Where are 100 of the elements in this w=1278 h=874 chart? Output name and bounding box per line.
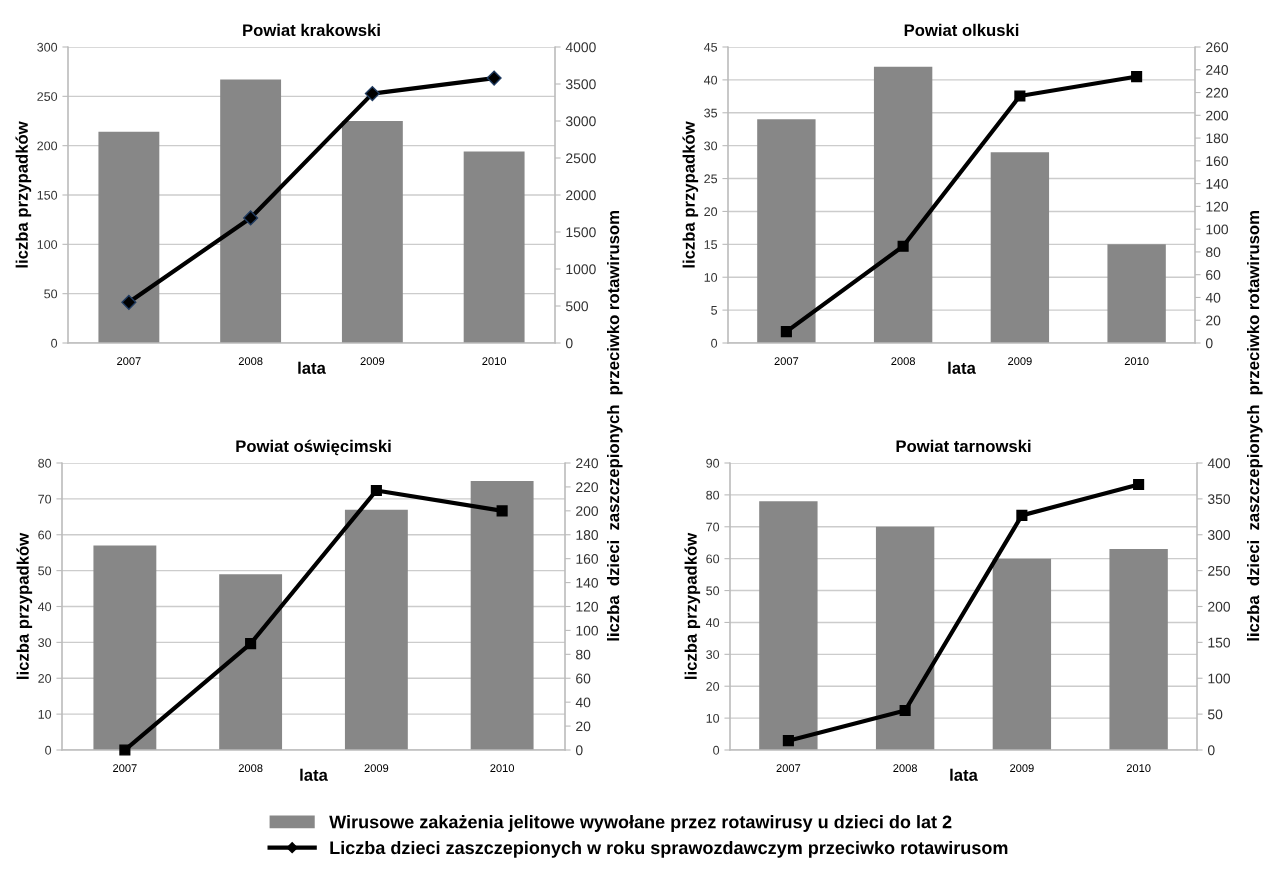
y-tick-label: 30 bbox=[706, 650, 720, 659]
y2-tick-label: 220 bbox=[576, 482, 599, 493]
point bbox=[897, 240, 909, 252]
bar bbox=[873, 66, 933, 343]
y2-tick-label: 120 bbox=[1206, 201, 1229, 212]
y-tick-label: 60 bbox=[38, 530, 52, 540]
y-tick-label: 30 bbox=[38, 638, 52, 648]
y-tick-label: 15 bbox=[704, 240, 718, 249]
y2-tick-label: 400 bbox=[1207, 458, 1231, 469]
y-tick-label: 50 bbox=[706, 586, 720, 596]
y2-tick-label: 80 bbox=[576, 649, 591, 660]
y-tick-label: 60 bbox=[706, 554, 720, 564]
x-tick-label: 2008 bbox=[893, 764, 917, 773]
point bbox=[121, 294, 137, 310]
y2-tick-label: 80 bbox=[1206, 247, 1221, 258]
x-tick-label: 2010 bbox=[490, 764, 515, 773]
y-tick-label: 0 bbox=[51, 338, 58, 348]
y2-tick-label: 180 bbox=[1206, 133, 1229, 144]
x-tick-label: 2009 bbox=[1010, 764, 1034, 773]
x-axis-title: lata bbox=[298, 361, 326, 374]
y-tick-label: 300 bbox=[37, 42, 58, 52]
y2-tick-label: 0 bbox=[1207, 745, 1215, 756]
point bbox=[496, 505, 508, 517]
x-tick-label: 2010 bbox=[1124, 357, 1149, 366]
y2-tick-label: 2000 bbox=[566, 190, 596, 201]
chart-title: Powiat oświęcimski bbox=[236, 439, 391, 456]
y2-tick-label: 2500 bbox=[566, 153, 596, 164]
y2-tick-label: 200 bbox=[1208, 601, 1231, 612]
y2-tick-label: 240 bbox=[576, 458, 599, 469]
bar bbox=[219, 574, 283, 750]
point bbox=[1133, 478, 1145, 491]
y2-tick-label: 160 bbox=[1206, 156, 1229, 167]
y2-axis-title: liczba dzieci zaszczepionych przeciwko rotawirusom bbox=[1247, 211, 1263, 641]
y-tick-label: 200 bbox=[37, 141, 58, 151]
y2-tick-label: 4000 bbox=[565, 42, 596, 53]
y-tick-label: 10 bbox=[704, 273, 718, 282]
y-tick-label: 50 bbox=[38, 566, 52, 576]
chart-title: Powiat krakowski bbox=[243, 23, 380, 37]
y-tick-label: 10 bbox=[706, 713, 720, 723]
chart-title: Powiat tarnowski bbox=[896, 439, 1031, 453]
y2-tick-label: 100 bbox=[576, 625, 599, 636]
y-tick-label: 20 bbox=[704, 207, 718, 217]
y-tick-label: 45 bbox=[703, 42, 718, 52]
x-tick-label: 2010 bbox=[1126, 764, 1151, 773]
x-tick-label: 2008 bbox=[891, 357, 915, 366]
x-axis-title: lata bbox=[950, 768, 978, 781]
y2-tick-label: 200 bbox=[1206, 110, 1229, 121]
y2-tick-label: 40 bbox=[575, 697, 591, 708]
bar bbox=[1107, 244, 1166, 343]
x-axis-title: lata bbox=[948, 361, 976, 374]
y2-tick-label: 180 bbox=[576, 530, 599, 540]
y-axis-title: liczba przypadków bbox=[16, 532, 33, 679]
y-tick-label: 0 bbox=[713, 745, 720, 755]
y2-tick-label: 250 bbox=[1208, 565, 1231, 576]
bar bbox=[93, 545, 157, 750]
y2-tick-label: 1000 bbox=[566, 264, 596, 275]
x-tick-label: 2007 bbox=[113, 764, 137, 773]
y-axis-title: liczba przypadków bbox=[682, 121, 699, 268]
y-axis-title: liczba przypadków bbox=[15, 121, 32, 268]
bar bbox=[98, 131, 160, 343]
y-tick-label: 80 bbox=[706, 490, 720, 500]
y-tick-label: 70 bbox=[706, 522, 720, 532]
y2-tick-label: 20 bbox=[576, 721, 591, 732]
y2-tick-label: 50 bbox=[1207, 709, 1223, 720]
x-tick-label: 2009 bbox=[360, 357, 385, 366]
point bbox=[486, 70, 502, 86]
point bbox=[780, 326, 792, 338]
y-tick-label: 40 bbox=[703, 75, 718, 85]
x-tick-label: 2007 bbox=[776, 764, 801, 773]
point bbox=[1131, 71, 1143, 83]
bar bbox=[463, 151, 525, 343]
y2-tick-label: 60 bbox=[576, 673, 591, 684]
y2-tick-label: 300 bbox=[1207, 530, 1231, 540]
y2-tick-label: 240 bbox=[1206, 65, 1229, 75]
y2-tick-label: 3000 bbox=[565, 116, 596, 127]
bar bbox=[341, 121, 403, 343]
x-tick-label: 2009 bbox=[364, 764, 389, 773]
point bbox=[1016, 509, 1028, 521]
y2-tick-label: 60 bbox=[1206, 270, 1221, 280]
x-tick-label: 2008 bbox=[238, 357, 263, 366]
y-tick-label: 150 bbox=[37, 190, 58, 200]
x-tick-label: 2008 bbox=[238, 764, 263, 773]
y2-tick-label: 150 bbox=[1208, 637, 1231, 648]
point bbox=[370, 484, 382, 497]
point bbox=[782, 735, 794, 747]
y2-tick-label: 3500 bbox=[565, 79, 596, 90]
bar bbox=[757, 119, 816, 343]
y-tick-label: 40 bbox=[705, 618, 720, 628]
bar bbox=[344, 509, 408, 750]
y2-tick-label: 500 bbox=[565, 301, 589, 312]
y-tick-label: 40 bbox=[37, 602, 52, 612]
y-tick-label: 20 bbox=[706, 682, 720, 691]
y2-tick-label: 20 bbox=[1206, 315, 1221, 326]
y-tick-label: 25 bbox=[704, 174, 718, 184]
y-tick-label: 10 bbox=[38, 709, 52, 719]
y2-tick-label: 200 bbox=[576, 506, 599, 516]
y2-tick-label: 260 bbox=[1206, 42, 1229, 53]
y2-tick-label: 0 bbox=[1205, 338, 1213, 349]
y-tick-label: 0 bbox=[45, 745, 52, 755]
bar bbox=[990, 152, 1050, 343]
